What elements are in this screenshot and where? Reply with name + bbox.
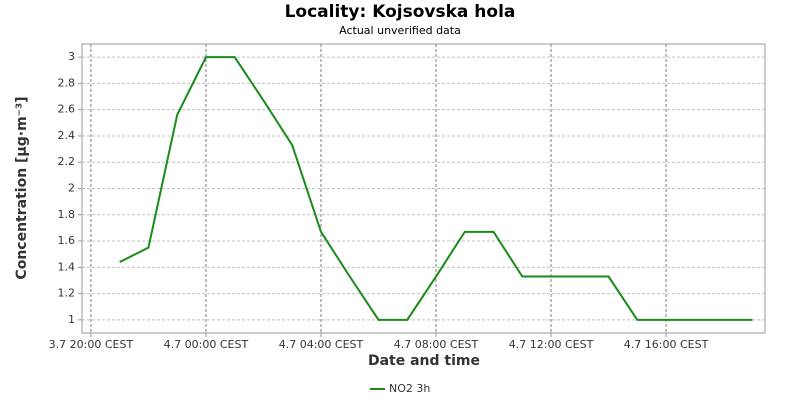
x-axis-label: Date and time xyxy=(368,353,480,369)
legend-label: NO2 3h xyxy=(389,382,430,395)
x-tick-label: 4.7 16:00 CEST xyxy=(624,338,709,351)
chart-subtitle: Actual unverified data xyxy=(339,24,461,37)
y-tick-label: 3 xyxy=(68,50,75,63)
y-tick-label: 1.4 xyxy=(58,260,76,273)
x-tick-label: 4.7 12:00 CEST xyxy=(509,338,594,351)
y-tick-label: 1.6 xyxy=(58,234,76,247)
x-tick-label: 4.7 00:00 CEST xyxy=(164,338,249,351)
y-axis-label: Concentration [µg·m⁻³] xyxy=(14,96,30,279)
y-tick-label: 1 xyxy=(68,313,75,326)
x-tick-label: 4.7 08:00 CEST xyxy=(394,338,479,351)
y-tick-label: 1.8 xyxy=(58,208,76,221)
chart-title: Locality: Kojsovska hola xyxy=(285,2,516,22)
data-line xyxy=(119,56,753,321)
y-tick-label: 2.4 xyxy=(58,129,76,142)
y-tick-label: 2.2 xyxy=(58,155,76,168)
y-tick-label: 2.6 xyxy=(58,103,76,116)
x-tick-label: 3.7 20:00 CEST xyxy=(49,338,134,351)
y-tick-label: 2 xyxy=(68,182,75,195)
x-tick-label: 4.7 04:00 CEST xyxy=(279,338,364,351)
y-tick-label: 2.8 xyxy=(58,76,76,89)
y-tick-label: 1.2 xyxy=(58,287,76,300)
